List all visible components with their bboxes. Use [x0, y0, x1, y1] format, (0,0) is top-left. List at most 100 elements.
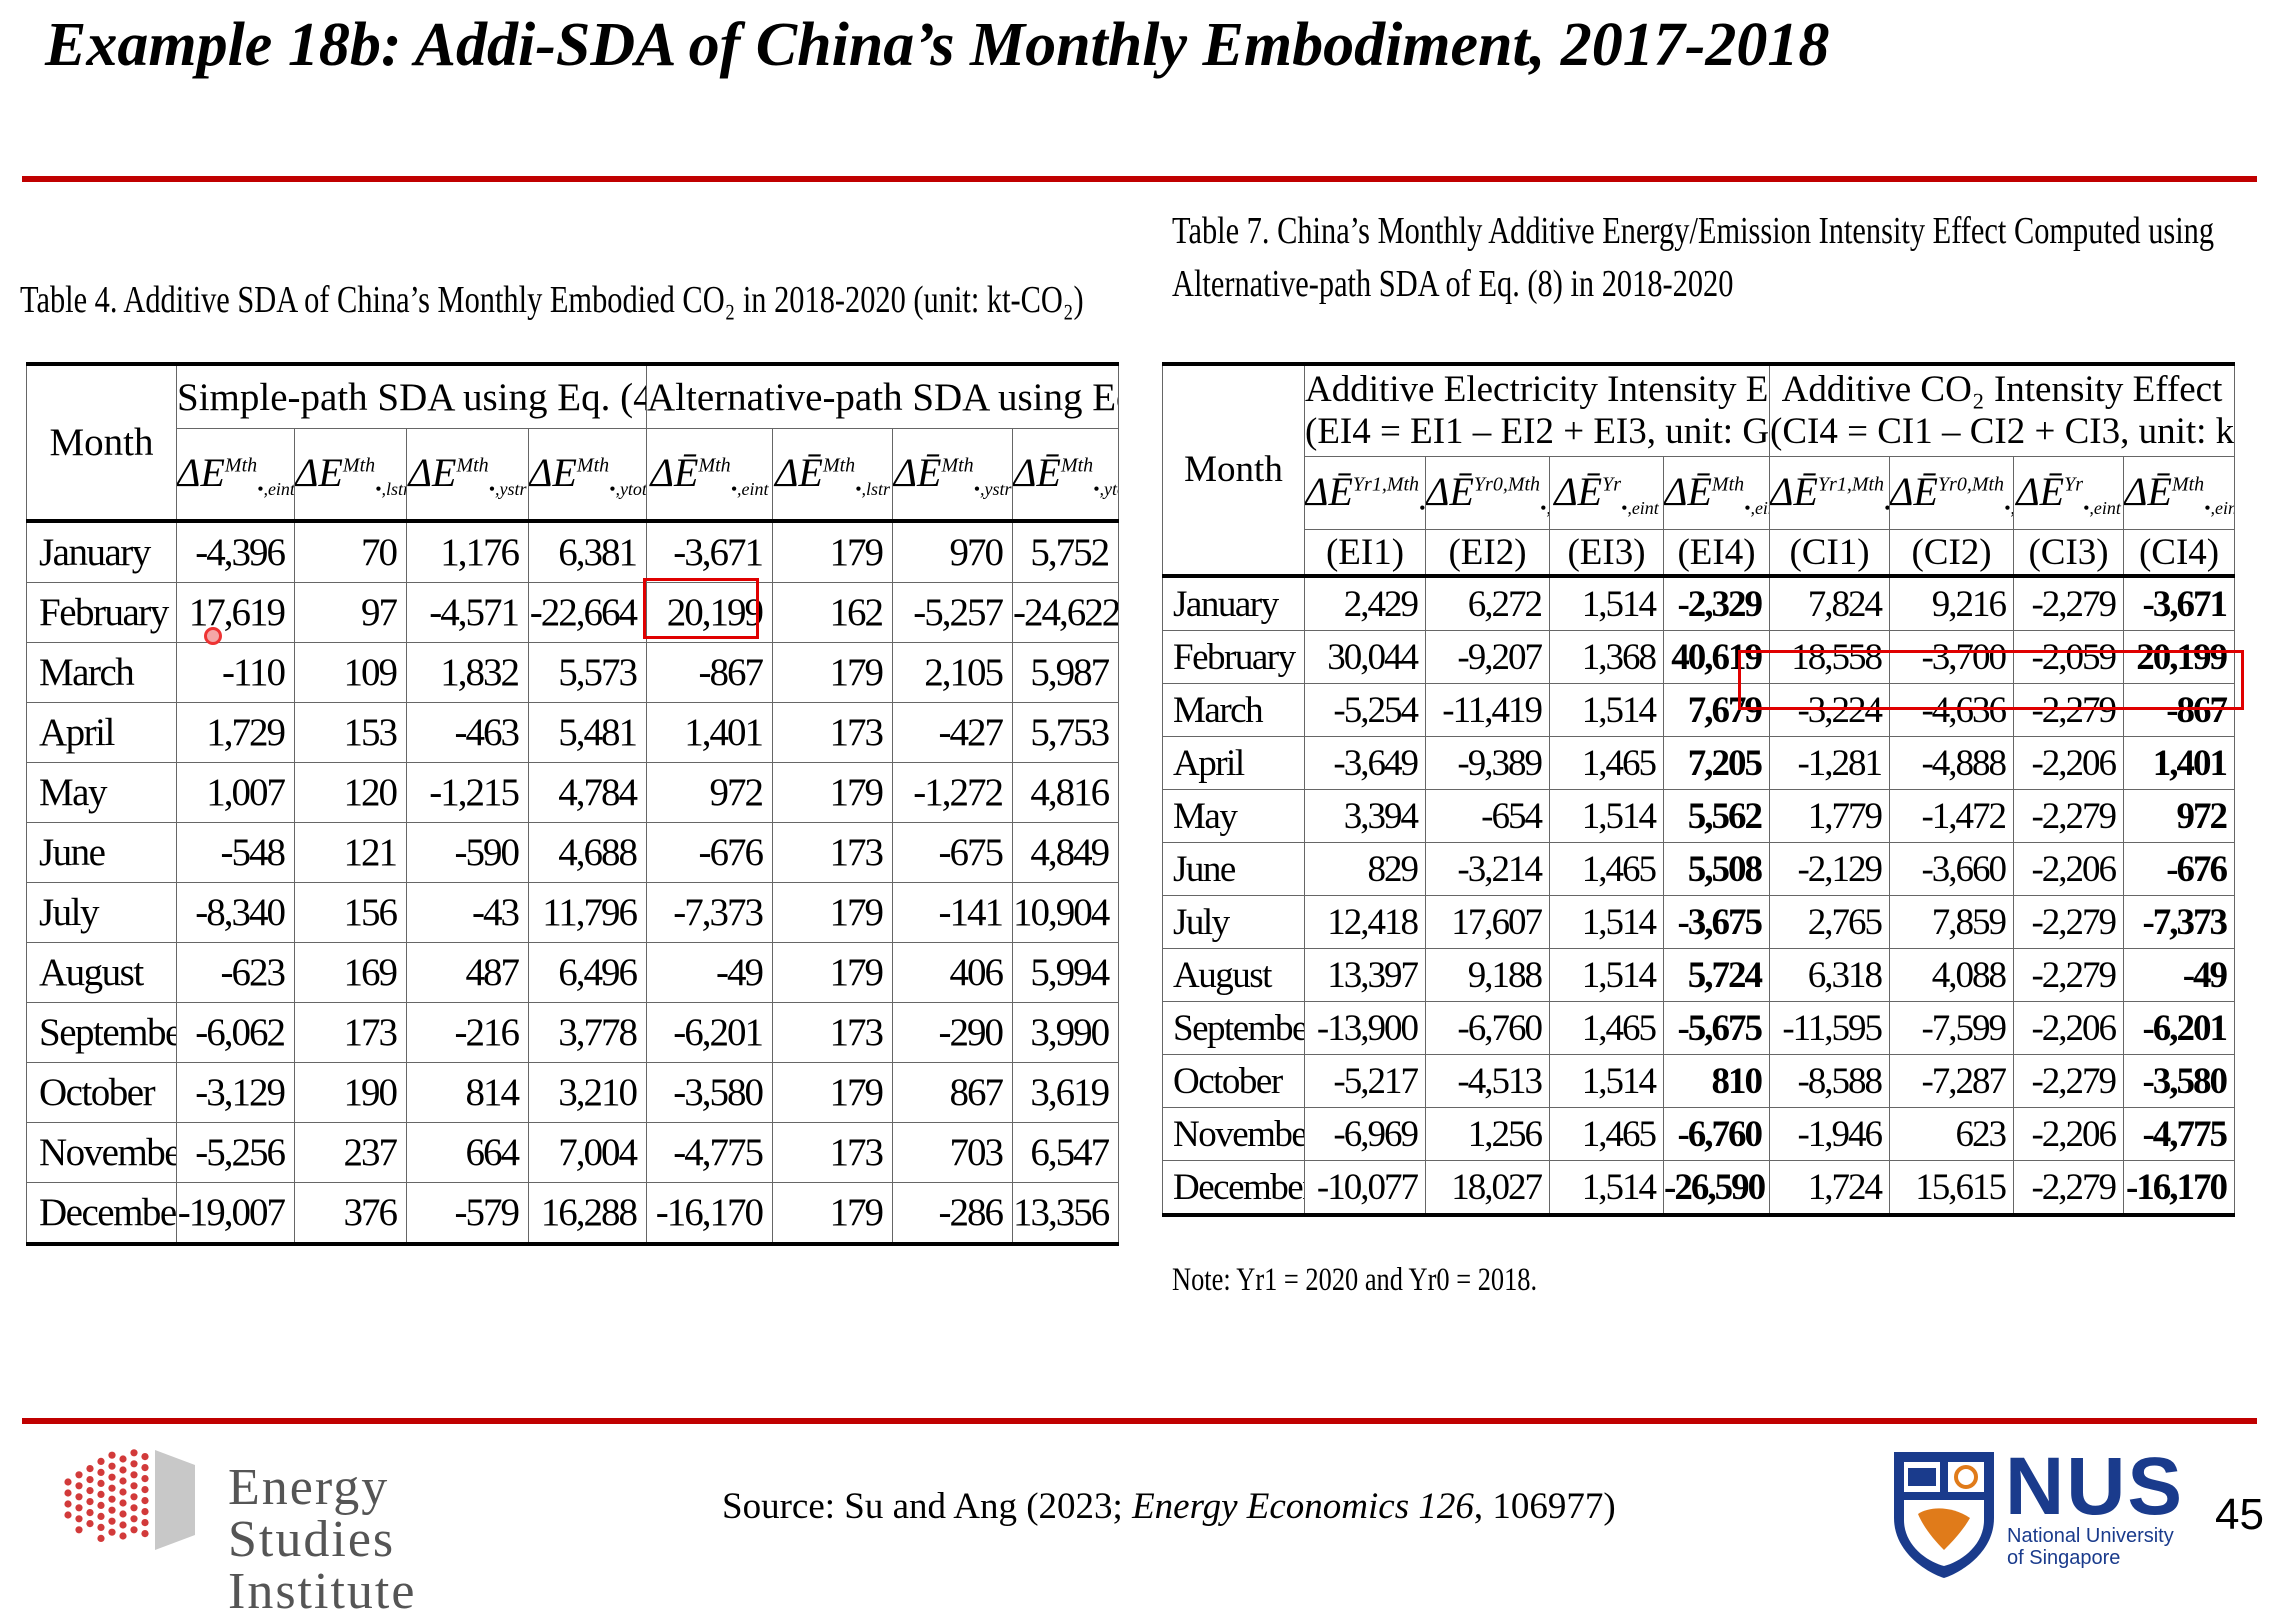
table4-value-cell: -4,775: [646, 1122, 774, 1183]
esi-logo-dot: [75, 1471, 83, 1479]
esi-logo-dot: [86, 1498, 94, 1506]
table4-value-cell: -4,396: [176, 520, 295, 583]
table4-col-header: ΔEMth•,ytot: [527, 428, 648, 523]
table7-col-symbol: ΔĒYr0,Mth•,eint: [1889, 456, 2015, 530]
esi-logo-icon: [64, 1449, 195, 1550]
table4-month-cell: June: [26, 822, 177, 883]
table4-value-cell: 1,832: [406, 642, 529, 703]
source-pre: Source: Su and Ang (2023;: [722, 1486, 1133, 1527]
delta-e-symbol: ΔĒYr•,eint: [1554, 468, 1659, 518]
table7-month-cell: May: [1162, 789, 1305, 843]
table4-value-cell: -286: [892, 1182, 1014, 1246]
esi-logo-dot: [64, 1489, 72, 1497]
table4-value-cell: 120: [294, 762, 407, 823]
table4-value-cell: 3,990: [1012, 1002, 1120, 1063]
table7-month-cell: June: [1162, 842, 1305, 896]
table4-month-cell: August: [26, 942, 177, 1003]
table4-value-cell: -623: [176, 942, 295, 1003]
delta-e-symbol: ΔEMth•,ystr: [408, 449, 527, 499]
table7-month-cell: April: [1162, 736, 1305, 790]
esi-logo-dot: [141, 1519, 149, 1527]
table4-value-cell: 5,753: [1012, 702, 1120, 763]
esi-logo-dot: [119, 1477, 127, 1485]
esi-logo-dot: [97, 1512, 105, 1520]
delta-e-symbol: ΔĒYr•,eint: [2016, 468, 2121, 518]
table7-value-cell: 829: [1304, 842, 1426, 896]
esi-logo-dot: [141, 1497, 149, 1505]
table4-value-cell: -579: [406, 1182, 529, 1246]
table4-value-cell: 17,619: [176, 582, 295, 643]
table4-month-cell: March: [26, 642, 177, 703]
esi-logo-dot: [108, 1528, 116, 1536]
table7-month-cell: January: [1162, 575, 1305, 631]
table4-value-cell: 16,288: [527, 1182, 648, 1246]
table7-col-symbol: ΔĒYr0,Mth•,eint: [1425, 456, 1550, 530]
table4-value-cell: -5,257: [892, 582, 1014, 643]
esi-line1: Energy: [228, 1459, 390, 1516]
delta-e-symbol: ΔĒMth•,ystr: [893, 449, 1012, 499]
table4-value-cell: 173: [772, 1002, 894, 1063]
table4-highlight-box: [643, 578, 759, 639]
delta-e-symbol: ΔĒMth•,lstr: [775, 449, 890, 499]
table4-value-cell: 7,004: [527, 1122, 648, 1183]
table7-row: August 13,397 9,188 1,514 5,724 6,318 4,088 -2,…: [1162, 948, 2236, 1002]
table4-month-cell: May: [26, 762, 177, 823]
esi-logo-dot: [130, 1482, 138, 1490]
table7-value-cell: -9,389: [1425, 736, 1550, 790]
table4-value-cell: 6,381: [527, 520, 648, 583]
source-post: , 106977): [1473, 1486, 1616, 1527]
table7-value-cell: 4,088: [1889, 948, 2015, 1002]
delta-e-symbol: ΔĒYr0,Mth•,eint: [1426, 468, 1549, 518]
table7-caption-line2: Alternative-path SDA of Eq. (8) in 2018-…: [1172, 263, 1734, 305]
esi-logo-dot: [86, 1509, 94, 1517]
table7-value-cell: -2,329: [1662, 575, 1771, 631]
table7-value-cell: 1,514: [1549, 895, 1664, 949]
table7-row: September -13,900 -6,760 1,465 -5,675 -11,595…: [1162, 1001, 2236, 1055]
esi-logo-dot: [119, 1455, 127, 1463]
esi-logo-dot: [75, 1515, 83, 1523]
table7-value-cell: 7,859: [1889, 895, 2015, 949]
table7-month-cell: October: [1162, 1054, 1305, 1108]
table4-col-header: ΔĒMth•,eint: [646, 428, 774, 523]
table7-row: January 2,429 6,272 1,514 -2,329 7,824 9,216 -2…: [1162, 575, 2236, 631]
table7-value-cell: -2,059: [2013, 630, 2125, 684]
table7-value-cell: -2,279: [2013, 789, 2125, 843]
table7-value-cell: -2,206: [2013, 842, 2125, 896]
table4-row: June -548 121 -590 4,688 -676 173 -675 4,849: [26, 822, 1120, 883]
esi-logo-dot: [130, 1504, 138, 1512]
esi-logo-dot: [108, 1473, 116, 1481]
table4-row: July -8,340 156 -43 11,796 -7,373 179 -141 10,90…: [26, 882, 1120, 943]
esi-logo-text: Energy Studies Institute: [228, 1462, 416, 1618]
table4-value-cell: -22,664: [527, 582, 648, 643]
delta-e-symbol: ΔĒYr0,Mth•,eint: [1890, 468, 2013, 518]
table4-value-cell: 3,778: [527, 1002, 648, 1063]
table7-value-cell: 1,514: [1549, 789, 1664, 843]
table4: Month Simple-path SDA using Eq. (4) Alte…: [26, 362, 1120, 1246]
esi-logo-dot: [75, 1482, 83, 1490]
esi-logo-dot: [97, 1457, 105, 1465]
delta-e-symbol: ΔĒMth•,eint: [2124, 468, 2234, 518]
table7-value-cell: 9,188: [1425, 948, 1550, 1002]
table7-value-cell: 1,514: [1549, 1054, 1664, 1108]
table7-col-symbol: ΔĒMth•,eint: [1662, 456, 1771, 530]
table4-value-cell: 1,401: [646, 702, 774, 763]
table7-month-cell: March: [1162, 683, 1305, 737]
table4-value-cell: 109: [294, 642, 407, 703]
table7-value-cell: 1,368: [1549, 630, 1664, 684]
table7-value-cell: 972: [2123, 789, 2236, 843]
table4-col-header: ΔĒMth•,lstr: [772, 428, 894, 523]
table7-col-symbol: ΔĒYr•,eint: [2013, 456, 2125, 530]
table7-value-cell: 5,508: [1662, 842, 1771, 896]
table7-value-cell: 1,401: [2123, 736, 2236, 790]
table4-value-cell: -290: [892, 1002, 1014, 1063]
table4-value-cell: -24,622: [1012, 582, 1120, 643]
table4-value-cell: 237: [294, 1122, 407, 1183]
esi-logo-dot: [141, 1453, 149, 1461]
table7-value-cell: 5,562: [1662, 789, 1771, 843]
esi-logo-dot: [97, 1523, 105, 1531]
table7-month-cell: February: [1162, 630, 1305, 684]
table4-value-cell: 1,007: [176, 762, 295, 823]
table7-col-symbol: ΔĒYr•,eint: [1549, 456, 1664, 530]
esi-logo-dot: [86, 1465, 94, 1473]
table7-value-cell: -3,214: [1425, 842, 1550, 896]
